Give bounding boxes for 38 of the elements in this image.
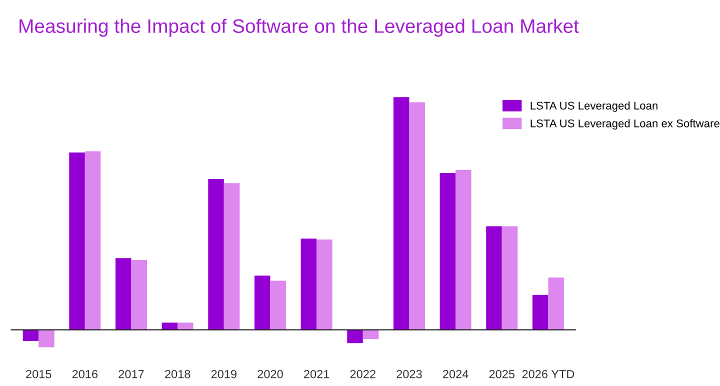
bar <box>440 172 456 330</box>
legend-label: LSTA US Leveraged Loan <box>530 101 658 112</box>
x-tick-label: 2016 <box>72 370 98 378</box>
bar <box>116 258 132 330</box>
legend-label: LSTA US Leveraged Loan ex Software <box>530 119 720 130</box>
chart-title: Measuring the Impact of Software on the Leveraged Loan Market <box>20 18 579 37</box>
x-tick-label: 2026 YTD <box>522 370 574 378</box>
bar <box>532 294 548 330</box>
bar <box>347 330 363 344</box>
bar <box>22 330 39 341</box>
bar <box>393 97 410 330</box>
bar <box>131 260 148 330</box>
x-tick-label: 2018 <box>165 370 190 378</box>
bar <box>502 226 518 330</box>
x-tick-label: 2024 <box>443 370 468 378</box>
bar <box>254 276 270 330</box>
x-tick-label: 2022 <box>350 370 376 378</box>
bar <box>38 330 54 348</box>
bar <box>208 178 224 330</box>
x-tick-label: 2020 <box>258 370 283 378</box>
bar <box>486 226 502 330</box>
x-tick-label: 2025 <box>489 370 515 378</box>
bar <box>178 322 194 330</box>
bar <box>84 151 101 330</box>
bar <box>300 238 317 330</box>
bar <box>316 240 332 330</box>
bar <box>409 102 425 330</box>
bar <box>456 170 472 330</box>
bar <box>224 183 240 330</box>
bar <box>548 277 564 330</box>
bar <box>270 280 286 330</box>
x-tick-label: 2015 <box>26 370 52 378</box>
x-tick-label: 2017 <box>118 370 144 378</box>
x-tick-label: 2021 <box>304 370 330 378</box>
bar <box>69 152 85 330</box>
bar <box>362 330 379 340</box>
x-tick-label: 2019 <box>211 370 236 378</box>
x-tick-label: 2023 <box>396 370 422 378</box>
